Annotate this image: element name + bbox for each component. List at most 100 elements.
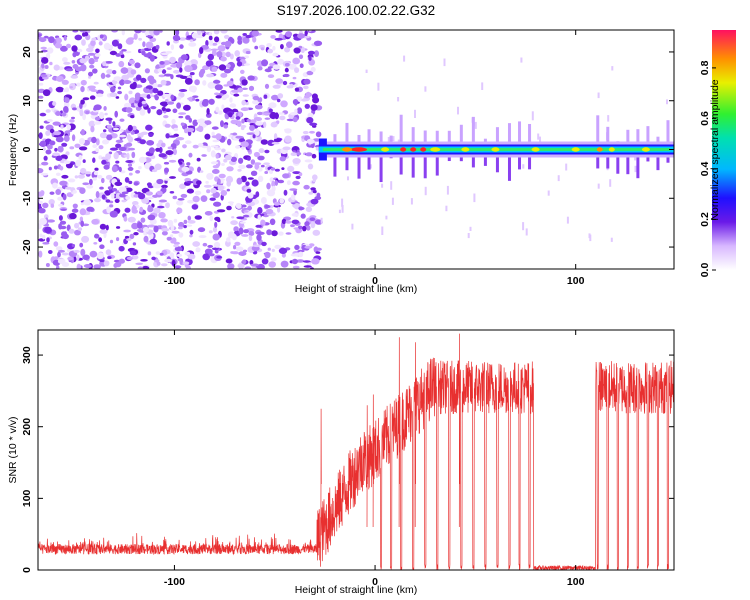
noise-speckle	[289, 188, 298, 191]
noise-speckle	[117, 43, 123, 50]
noise-speckle	[123, 229, 131, 233]
noise-speckle	[234, 241, 241, 246]
noise-speckle	[228, 112, 233, 118]
noise-speckle	[275, 30, 283, 33]
noise-speckle	[308, 191, 314, 195]
signal-spike	[528, 149, 532, 170]
noise-speckle	[154, 163, 162, 171]
noise-speckle	[69, 212, 77, 220]
noise-speckle	[96, 252, 105, 260]
noise-speckle	[298, 206, 305, 211]
noise-speckle	[215, 153, 219, 159]
noise-speckle	[257, 155, 265, 161]
noise-speckle	[257, 66, 263, 71]
signal-hotspot	[430, 147, 441, 152]
noise-speckle	[178, 89, 188, 92]
noise-speckle	[206, 73, 214, 78]
signal-faint-speckle	[469, 226, 472, 231]
noise-speckle	[71, 60, 76, 64]
noise-speckle	[118, 245, 125, 252]
noise-speckle	[128, 172, 133, 176]
noise-speckle	[118, 258, 126, 264]
noise-speckle	[270, 121, 278, 128]
noise-speckle	[166, 236, 172, 241]
noise-speckle	[118, 134, 127, 138]
noise-speckle	[88, 120, 96, 128]
noise-speckle	[273, 133, 278, 140]
noise-speckle	[59, 180, 68, 186]
noise-speckle	[213, 241, 221, 248]
noise-speckle	[138, 192, 146, 200]
noise-speckle	[201, 100, 209, 107]
noise-speckle	[158, 74, 166, 78]
noise-speckle	[92, 177, 97, 181]
noise-speckle	[124, 102, 132, 109]
colorbar-ticks: 0.0 0.2 0.4 0.6 0.8	[699, 60, 716, 277]
noise-speckle	[255, 224, 262, 228]
noise-speckle	[71, 134, 76, 142]
signal-faint-speckle	[397, 97, 400, 102]
noise-speckle	[208, 32, 212, 37]
noise-speckle	[173, 69, 180, 74]
noise-speckle	[166, 41, 170, 46]
noise-speckle	[152, 194, 159, 198]
noise-speckle	[207, 81, 216, 89]
noise-speckle	[198, 70, 204, 78]
signal-faint-speckle	[539, 136, 541, 145]
noise-speckle	[213, 30, 220, 35]
colorbar-tick-label: 0.8	[699, 60, 711, 75]
noise-speckle	[149, 30, 155, 35]
noise-speckle	[247, 75, 255, 81]
noise-speckle	[292, 158, 301, 164]
noise-speckle	[271, 185, 276, 192]
noise-speckle	[301, 98, 308, 102]
noise-speckle	[156, 84, 163, 88]
noise-speckle	[93, 81, 99, 85]
noise-speckle	[254, 117, 262, 121]
noise-speckle	[171, 230, 180, 234]
noise-speckle	[303, 184, 310, 190]
noise-speckle	[161, 101, 168, 107]
signal-faint-speckle	[588, 233, 591, 239]
noise-speckle	[68, 228, 75, 234]
noise-speckle	[264, 171, 269, 174]
noise-speckle	[310, 198, 319, 205]
noise-speckle	[111, 165, 118, 173]
noise-speckle	[172, 195, 178, 200]
noise-speckle	[269, 218, 276, 226]
noise-speckle	[208, 35, 213, 41]
noise-speckle	[236, 177, 243, 185]
noise-speckle	[216, 209, 226, 213]
noise-speckle	[302, 130, 309, 135]
noise-speckle	[59, 220, 67, 225]
noise-speckle	[297, 225, 303, 230]
noise-speckle	[77, 227, 83, 231]
noise-speckle	[259, 97, 263, 103]
noise-speckle	[315, 251, 321, 254]
noise-speckle	[230, 38, 235, 44]
noise-speckle	[106, 134, 113, 141]
noise-speckle	[191, 204, 199, 210]
noise-speckle	[44, 226, 52, 234]
noise-speckle	[95, 48, 100, 54]
noise-speckle	[48, 166, 52, 171]
signal-faint-speckle	[445, 205, 448, 212]
noise-speckle	[173, 218, 178, 223]
noise-speckle	[63, 35, 67, 41]
signal-faint-speckle	[351, 223, 354, 230]
signal-faint-speckle	[424, 86, 427, 92]
noise-speckle	[138, 166, 142, 170]
noise-speckle	[146, 94, 151, 99]
noise-speckle	[165, 133, 170, 139]
noise-speckle	[38, 132, 43, 140]
noise-speckle	[264, 204, 271, 209]
noise-speckle	[284, 135, 292, 143]
noise-speckle	[88, 88, 96, 91]
signal-faint-speckle	[522, 222, 525, 231]
colorbar-tick-label: 0.2	[699, 212, 711, 227]
noise-speckle	[40, 74, 48, 78]
noise-speckle	[230, 220, 239, 226]
signal-spike	[636, 129, 640, 150]
noise-speckle	[212, 139, 220, 143]
noise-speckle	[55, 136, 64, 143]
